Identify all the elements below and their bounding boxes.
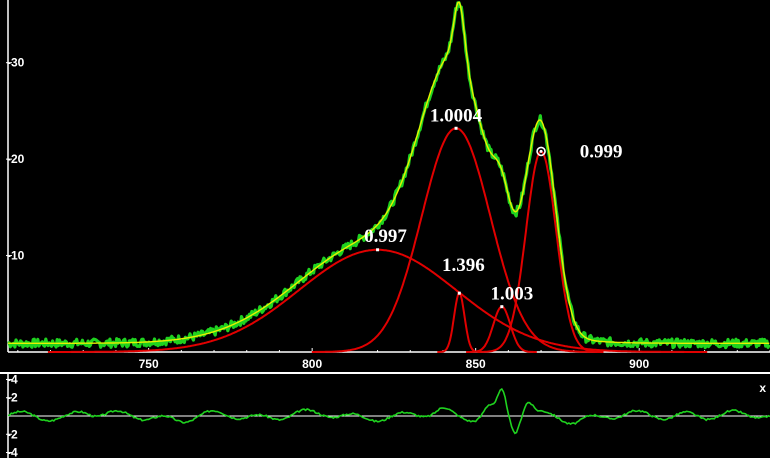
- x-tick-label: 800: [302, 357, 322, 371]
- peak-label: 1.396: [442, 255, 485, 276]
- main-plot-area: -10 -20 -30 750 800 850 900 0.997 1.0004 1.396 1.0…: [0, 0, 770, 372]
- residual-chart: -4 -2 -2 -4 x: [0, 374, 770, 458]
- component-peak-3: [437, 293, 480, 352]
- peak-label: 1.003: [490, 284, 533, 305]
- y-tick-label: -10: [7, 249, 25, 263]
- peak-marker[interactable]: [458, 292, 461, 295]
- x-tick-label: 850: [466, 357, 486, 371]
- data-series-line: [8, 3, 769, 348]
- residual-corner-label: x: [759, 381, 766, 395]
- peak-label: 0.997: [364, 226, 407, 247]
- main-chart: -10 -20 -30 750 800 850 900 0.997 1.0004 1.3961.0…: [0, 0, 770, 372]
- peak-label: 1.0004: [430, 105, 483, 126]
- peak-label: 0.999: [580, 141, 623, 162]
- residual-y-tick-label: -2: [7, 427, 18, 441]
- y-tick-label: -20: [7, 152, 25, 166]
- peak-marker-dot: [540, 150, 543, 153]
- residual-series-line: [8, 389, 770, 433]
- residual-y-tick-label: -2: [7, 391, 18, 405]
- residual-y-tick-label: -4: [7, 446, 18, 458]
- x-tick-label: 750: [139, 357, 159, 371]
- x-tick-label: 900: [629, 357, 649, 371]
- peak-marker[interactable]: [376, 248, 379, 251]
- residual-plot-area: -4 -2 -2 -4 x: [0, 374, 770, 458]
- peak-marker[interactable]: [500, 305, 503, 308]
- component-peak-5: [478, 152, 604, 353]
- fit-envelope-line: [8, 2, 769, 343]
- y-tick-label: -30: [7, 56, 25, 70]
- peak-marker[interactable]: [455, 127, 458, 130]
- residual-y-tick-label: -4: [7, 374, 18, 386]
